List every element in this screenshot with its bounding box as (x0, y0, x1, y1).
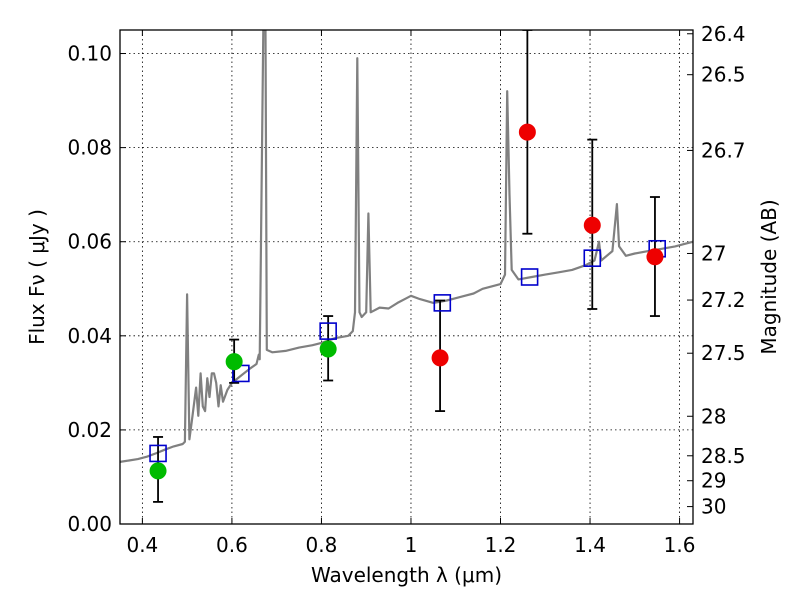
right-tick-label: 27 (701, 241, 726, 265)
photometry-point (518, 123, 536, 141)
right-axis-label: Magnitude (AB) (757, 199, 781, 354)
right-tick-label: 26.4 (701, 22, 746, 46)
model-square-point (583, 249, 602, 267)
y-tick-label: 0.08 (67, 136, 112, 160)
right-tick-label: 27.5 (701, 341, 746, 365)
data-clip-group (120, 30, 693, 503)
y-tick-label: 0.10 (67, 42, 112, 66)
right-tick-label: 26.7 (701, 138, 746, 162)
x-tick-label: 1.4 (574, 533, 606, 557)
y-tick-label: 0.06 (67, 230, 112, 254)
photometry-point (149, 462, 167, 480)
y-tick-label: 0.02 (67, 418, 112, 442)
grid (120, 30, 693, 525)
right-tick-label: 28 (701, 404, 726, 428)
photometry-point (225, 353, 243, 371)
x-tick-label: 1.6 (664, 533, 696, 557)
model-square-point (319, 322, 337, 340)
y-tick-label: 0.04 (67, 324, 112, 348)
x-tick-label: 1.2 (485, 533, 517, 557)
photometry-point (583, 216, 601, 234)
photometry-point (431, 349, 449, 367)
right-tick-label: 30 (701, 495, 726, 519)
right-tick-label: 26.5 (701, 63, 746, 87)
x-tick-label: 0.8 (306, 533, 338, 557)
plot-frame (119, 29, 694, 525)
photometry-point (319, 340, 337, 358)
photometry-point (646, 248, 664, 266)
data-layer (120, 30, 693, 503)
model-square-point (433, 294, 452, 312)
x-tick-label: 1 (405, 533, 418, 557)
ticks: 0.4 0.6 0.8 1 1.2 1.4 1.6 0.00 0.02 0.04 0.06 0.08 0… (67, 22, 745, 557)
model-square-point (149, 444, 167, 463)
y-axis-label: Flux Fν ( μJy ) (25, 209, 49, 345)
model-square-point (520, 268, 539, 286)
right-tick-label: 28.5 (701, 444, 746, 468)
x-axis-label: Wavelength λ (μm) (311, 563, 502, 587)
y-tick-label: 0.00 (67, 512, 112, 536)
right-tick-label: 29 (701, 469, 726, 493)
x-tick-label: 0.6 (216, 533, 248, 557)
spectrum-line (120, 30, 693, 463)
x-tick-label: 0.4 (126, 533, 158, 557)
right-tick-label: 27.2 (701, 288, 746, 312)
